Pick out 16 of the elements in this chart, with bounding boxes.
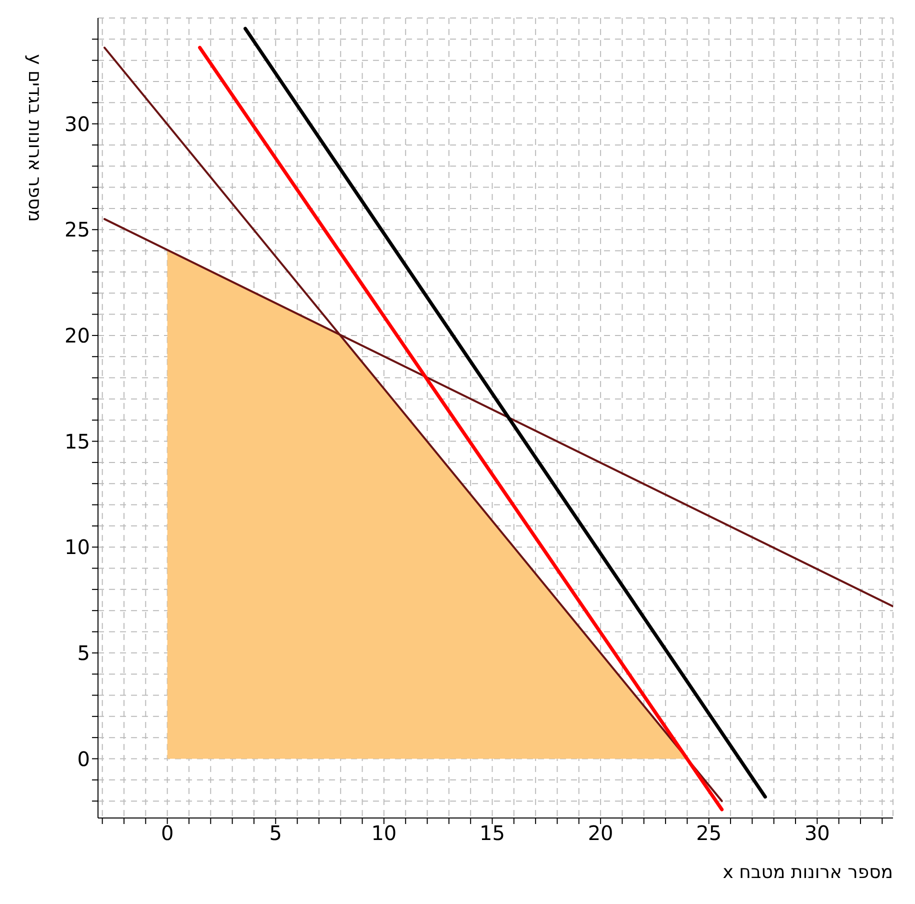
y-tick-label: 10 xyxy=(64,535,90,560)
y-tick-label: 5 xyxy=(77,641,90,666)
y-tick-label: 20 xyxy=(64,324,90,348)
x-tick-label: 0 xyxy=(160,821,174,846)
y-tick-label: 30 xyxy=(64,112,90,136)
y-tick-label: 0 xyxy=(77,746,90,771)
x-tick-label: 30 xyxy=(804,821,830,846)
y-tick-label: 15 xyxy=(64,429,90,454)
x-tick-label: 20 xyxy=(588,821,614,846)
x-axis-title: x מספר ארונות מטבח xyxy=(722,862,893,883)
y-tick-label: 25 xyxy=(64,218,90,242)
x-tick-label: 5 xyxy=(269,821,282,846)
x-tick-label: 25 xyxy=(696,821,722,846)
y-axis-title: y מספר ארונות בגדים xyxy=(24,54,46,222)
x-tick-label: 15 xyxy=(480,821,505,846)
x-tick-label: 10 xyxy=(371,821,397,846)
